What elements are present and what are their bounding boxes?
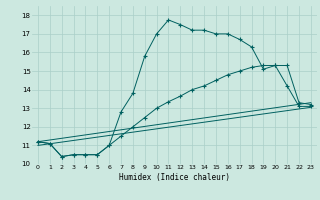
X-axis label: Humidex (Indice chaleur): Humidex (Indice chaleur) <box>119 173 230 182</box>
